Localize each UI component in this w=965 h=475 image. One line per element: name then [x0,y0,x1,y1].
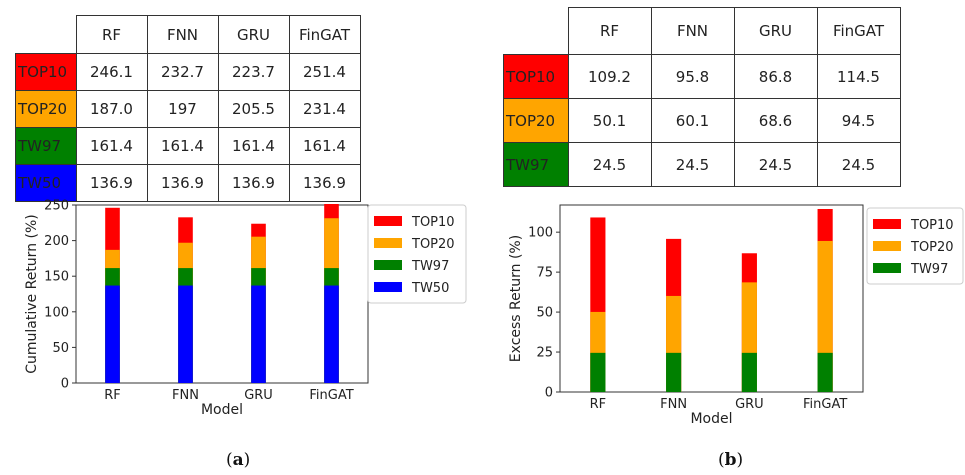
bar-tw97-fnn [666,352,682,392]
column-header: FinGAT [816,7,901,55]
legend-swatch-tw50 [374,282,402,292]
table-cell: 232.7 [146,53,219,91]
x-axis-label: Model [201,402,243,418]
table-cell: 114.5 [816,54,901,99]
row-label-top10: TOP10 [15,53,77,91]
row-label-tw50: TW50 [15,164,77,202]
legend-label-top20: TOP20 [411,237,455,252]
table-row: TW97 161.4 161.4 161.4 161.4 [15,127,361,165]
table-cell: 95.8 [650,54,735,99]
table-cell: 24.5 [650,142,735,187]
legend: TOP10 TOP20 TW97 TW50 [367,204,467,304]
table-cell: 136.9 [217,164,290,202]
x-tick-label: GRU [244,388,273,403]
legend-label-tw97: TW97 [910,262,948,277]
table-row: TOP10 109.2 95.8 86.8 114.5 [503,54,901,99]
bar-tw97-gru [741,352,757,392]
y-tick-label: 100 [528,226,553,241]
panel-b: RF FNN GRU FinGAT TOP10 109.2 95.8 86.8 114.5 TOP… [480,0,965,475]
subfigure-label-a: (a) [226,450,251,470]
table-cell: 197 [146,90,219,128]
legend-label-top20: TOP20 [910,240,954,255]
y-tick-label: 100 [44,305,69,320]
x-tick-label: FinGAT [309,388,353,403]
x-tick-label: RF [104,388,121,403]
column-header: GRU [733,7,818,55]
y-tick-label: 0 [61,377,69,392]
table-header-row: RF FNN GRU FinGAT [15,15,361,54]
bar-tw50-fingat [324,285,339,383]
table-cell: 205.5 [217,90,290,128]
table-corner [15,15,77,54]
chart-b: RF FNN GRU FinGAT 0 25 50 75 100 Model Excess Retu… [508,204,964,427]
table-cell: 136.9 [75,164,148,202]
table-cell: 231.4 [288,90,361,128]
legend-box [367,204,467,304]
x-tick-label: FNN [660,397,687,412]
data-table-a: RF FNN GRU FinGAT TOP10 246.1 232.7 223.7 251.4 T… [15,15,361,202]
row-label-top20: TOP20 [15,90,77,128]
x-tick-label: GRU [735,397,764,412]
y-tick-label: 75 [536,266,553,281]
table-cell: 24.5 [816,142,901,187]
legend-swatch-tw97 [374,260,402,270]
plot-frame [559,204,864,393]
bar-tw50-fnn [178,285,193,383]
table-row: TOP20 187.0 197 205.5 231.4 [15,90,361,128]
y-tick-label: 150 [44,270,69,285]
legend-label-top10: TOP10 [411,215,455,230]
table-cell: 86.8 [733,54,818,99]
legend-swatch-top10 [374,216,402,226]
table-row: TOP10 246.1 232.7 223.7 251.4 [15,53,361,91]
y-tick-label: 200 [44,234,69,249]
legend-label-tw50: TW50 [411,281,449,296]
y-axis-label: Cumulative Return (%) [24,214,40,374]
y-tick-label: 25 [536,346,553,361]
x-tick-label: FinGAT [803,397,847,412]
table-cell: 94.5 [816,98,901,143]
bar-tw97-rf [590,352,606,392]
y-tick-label: 250 [44,199,69,214]
row-label-tw97: TW97 [503,142,569,187]
table-row: TW97 24.5 24.5 24.5 24.5 [503,142,901,187]
column-header: FinGAT [288,15,361,54]
y-tick-label: 50 [52,341,69,356]
legend-swatch-top20 [374,238,402,248]
column-header: RF [567,7,652,55]
subfigure-label-b: (b) [718,450,744,470]
table-cell: 136.9 [288,164,361,202]
row-label-top20: TOP20 [503,98,569,143]
table-header-row: RF FNN GRU FinGAT [503,7,901,55]
row-label-top10: TOP10 [503,54,569,99]
data-table-b: RF FNN GRU FinGAT TOP10 109.2 95.8 86.8 114.5 TOP… [503,7,901,187]
table-cell: 60.1 [650,98,735,143]
table-cell: 246.1 [75,53,148,91]
legend-label-tw97: TW97 [411,259,449,274]
panel-a: RF FNN GRU FinGAT TOP10 246.1 232.7 223.7 251.4 T… [0,0,470,475]
legend-swatch-tw97 [873,263,901,273]
bar-tw50-gru [251,285,266,383]
table-cell: 251.4 [288,53,361,91]
row-label-tw97: TW97 [15,127,77,165]
bar-tw97-fingat [817,352,833,392]
column-header: FNN [650,7,735,55]
x-axis-label: Model [690,411,732,427]
table-cell: 161.4 [288,127,361,165]
legend-swatch-top10 [873,219,901,229]
bar-tw50-rf [105,285,120,383]
legend-label-top10: TOP10 [910,218,954,233]
table-cell: 161.4 [217,127,290,165]
chart-a: RF FNN GRU FinGAT 0 50 100 150 200 250 Model Cumula… [24,199,467,418]
legend-swatch-top20 [873,241,901,251]
table-row: TW50 136.9 136.9 136.9 136.9 [15,164,361,202]
y-tick-label: 0 [545,386,553,401]
x-tick-label: RF [590,397,607,412]
y-axis-label: Excess Return (%) [508,235,524,362]
x-tick-label: FNN [172,388,199,403]
legend: TOP10 TOP20 TW97 [866,207,964,285]
table-row: TOP20 50.1 60.1 68.6 94.5 [503,98,901,143]
table-cell: 24.5 [733,142,818,187]
y-tick-label: 50 [536,306,553,321]
